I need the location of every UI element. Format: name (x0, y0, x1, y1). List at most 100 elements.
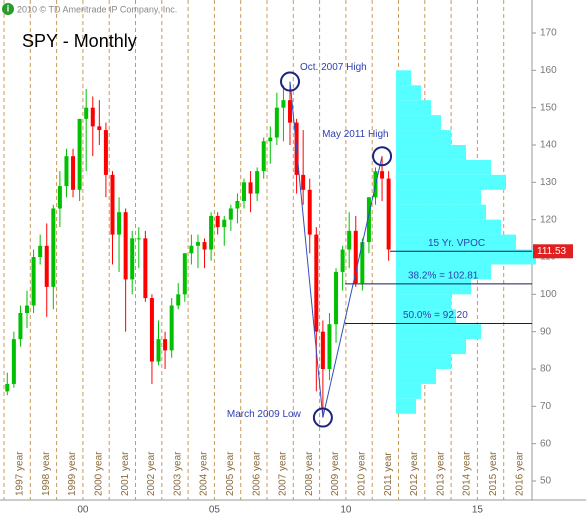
profile-bar (396, 249, 536, 265)
y-tick-label: 150 (540, 102, 557, 113)
candle-body (176, 294, 181, 306)
x-tick-label: 2000 year (94, 451, 105, 496)
profile-bar (396, 189, 481, 205)
price-label: 111.53 (537, 246, 567, 257)
price-box (533, 244, 573, 259)
chart-title: SPY - Monthly (22, 31, 137, 51)
info-icon-letter: i (7, 3, 10, 13)
candle-body (182, 253, 187, 295)
candle-body (209, 215, 214, 250)
profile-bar (396, 309, 456, 325)
candle-body (90, 107, 95, 127)
x-tick-label: 2016 year (514, 451, 525, 496)
swing-circle (372, 146, 393, 167)
candle-body (334, 271, 339, 325)
candle-body (255, 171, 260, 194)
candle-body (123, 212, 128, 280)
candle-body (307, 189, 312, 235)
candle-body (163, 339, 168, 351)
x-tick-label: 2005 year (225, 451, 236, 496)
annotation: Oct. 2007 High (300, 62, 367, 73)
profile-bar (396, 159, 491, 175)
candle-body (386, 178, 391, 250)
candle-body (340, 249, 345, 272)
y-tick-label: 90 (540, 326, 552, 337)
profile-bar (396, 234, 516, 250)
candle-body (195, 242, 200, 246)
candle-body (301, 174, 306, 190)
x-tick-label: 1997 year (15, 451, 26, 496)
candle-body (156, 339, 161, 362)
candle-body (130, 238, 135, 280)
candle-body (57, 186, 62, 209)
y-tick-label: 50 (540, 476, 552, 487)
profile-bar (396, 339, 466, 355)
candle-body (215, 215, 220, 228)
profile-bar (396, 130, 451, 145)
candle-body (274, 107, 279, 138)
candle-body (353, 230, 358, 284)
profile-bar (396, 100, 431, 116)
x-tick-label: 2010 year (357, 451, 368, 496)
copyright: 2010 © TD Ameritrade IP Company, Inc. (17, 4, 177, 14)
candle-body (380, 171, 385, 179)
y-tick-label: 130 (540, 177, 557, 188)
candle-body (77, 118, 82, 190)
candle-body (222, 219, 227, 228)
candle-body (71, 156, 76, 190)
profile-bar (396, 369, 436, 384)
candle-body (261, 141, 266, 172)
candle-body (288, 100, 293, 123)
candle-body (248, 182, 253, 194)
x-tick-label: 2004 year (199, 451, 210, 496)
candle-body (360, 242, 365, 284)
x-tick-label: 2015 year (488, 451, 499, 496)
candle-body (228, 208, 233, 220)
candle-body (281, 100, 286, 108)
candle-body (103, 130, 108, 175)
candle-body (51, 208, 56, 287)
x-tick-label: 05 (209, 505, 221, 516)
profile-bar (396, 398, 416, 414)
candle-body (235, 201, 240, 209)
candle-body (11, 339, 16, 384)
y-tick-label: 60 (540, 438, 552, 449)
profile-bar (396, 174, 506, 190)
candle-body (136, 238, 141, 240)
x-tick-label: 2009 year (330, 451, 341, 496)
profile-bar (396, 70, 411, 86)
profile-bar (396, 219, 501, 235)
profile-bar (396, 294, 451, 310)
x-tick-label: 2011 year (383, 452, 394, 496)
background-layer (3, 0, 505, 500)
candle-body (5, 383, 10, 392)
fib-line (322, 156, 383, 418)
swing-circle (312, 407, 333, 428)
level-label: 38.2% = 102.81 (408, 270, 479, 281)
info-icon (2, 3, 14, 15)
candle-body (110, 174, 115, 235)
candle-body (44, 245, 49, 287)
candle-body (268, 137, 273, 142)
candle-body (189, 245, 194, 254)
x-tick-label: 1999 year (67, 451, 78, 496)
profile-bar (396, 115, 441, 131)
profile-bar (396, 324, 481, 340)
x-tick-label: 2002 year (146, 451, 157, 496)
x-tick-label: 2003 year (172, 451, 183, 496)
candle-body (38, 245, 43, 257)
candle-body (18, 313, 23, 340)
candle-body (169, 305, 174, 351)
x-tick-label: 2013 year (435, 451, 446, 496)
profile-bar (396, 204, 486, 220)
level-label: 15 Yr. VPOC (428, 238, 485, 249)
y-tick-label: 140 (540, 140, 557, 151)
candle-body (314, 234, 319, 332)
candle-body (149, 298, 154, 362)
x-tick-label: 2007 year (278, 451, 289, 496)
profile-bar (396, 85, 421, 101)
x-tick-label: 2006 year (251, 451, 262, 496)
profile-bar (396, 264, 491, 280)
x-tick-label: 2012 year (409, 451, 420, 496)
